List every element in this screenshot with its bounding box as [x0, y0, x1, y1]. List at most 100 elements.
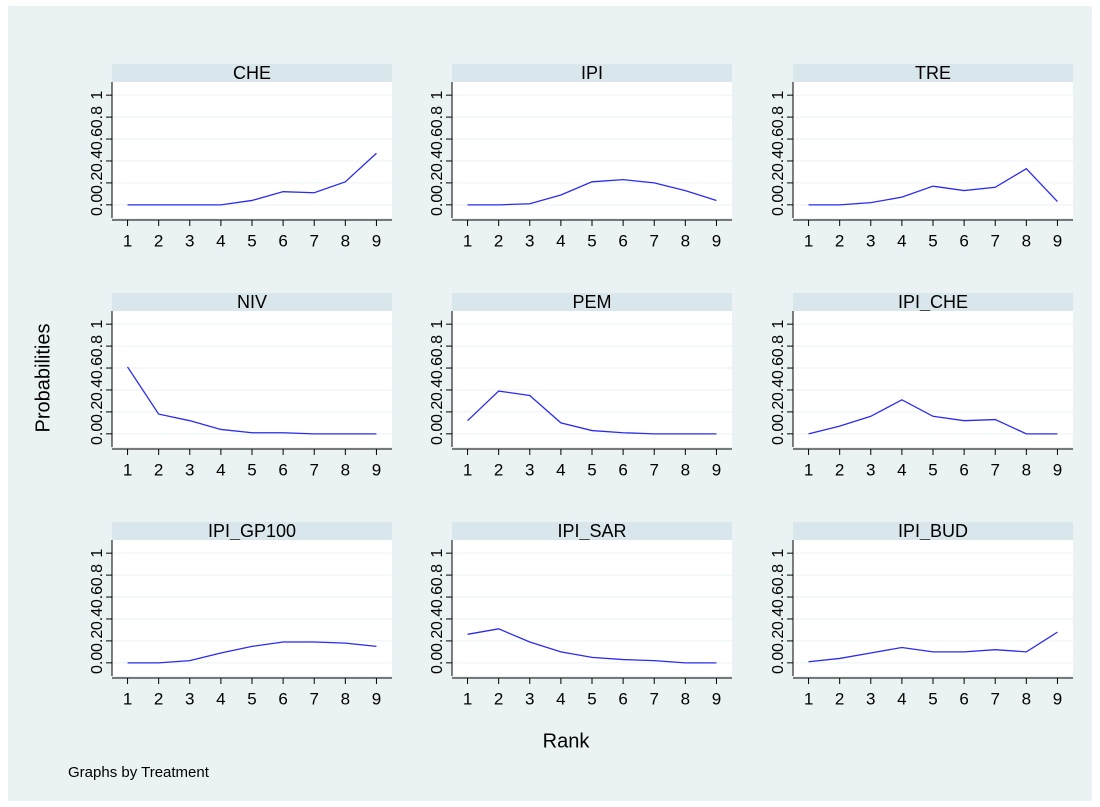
x-tick-label: 3 [866, 689, 875, 708]
y-tick-label: 0.6 [429, 128, 446, 150]
panel-title-strip [793, 522, 1073, 540]
panel-title: PEM [572, 292, 611, 312]
x-tick-label: 1 [463, 231, 472, 250]
x-tick-label: 8 [341, 689, 350, 708]
x-tick-label: 5 [247, 231, 256, 250]
y-tick-label: 0.4 [89, 150, 106, 172]
data-line [127, 641, 377, 664]
x-tick-label: 2 [835, 460, 844, 479]
y-tick-label: 0.0 [429, 652, 446, 674]
x-tick-label: 2 [154, 460, 163, 479]
panel-title: NIV [237, 292, 267, 312]
x-tick-label: 1 [463, 689, 472, 708]
x-tick-label: 9 [712, 231, 721, 250]
y-tick-label: 0.2 [429, 401, 446, 423]
y-tick-label: 0.2 [770, 401, 787, 423]
y-tick-label: 1 [770, 320, 787, 329]
y-tick-label: 0.6 [770, 128, 787, 150]
x-tick-label: 7 [990, 689, 999, 708]
panel-title-strip [452, 293, 732, 311]
plot-area [793, 82, 1073, 218]
x-tick-label: 7 [309, 689, 318, 708]
panel-title-strip [452, 64, 732, 82]
x-tick-label: 3 [185, 231, 194, 250]
x-tick-label: 6 [618, 231, 627, 250]
x-tick-label: 1 [123, 231, 132, 250]
x-tick-label: 9 [1053, 689, 1062, 708]
x-tick-label: 6 [959, 460, 968, 479]
x-tick-label: 3 [525, 460, 534, 479]
data-line [127, 152, 377, 206]
x-tick-label: 7 [309, 231, 318, 250]
panel-title-strip [112, 293, 392, 311]
x-tick-label: 3 [185, 689, 194, 708]
x-tick-label: 7 [990, 231, 999, 250]
y-tick-label: 0.4 [770, 150, 787, 172]
y-tick-label: 0.8 [770, 106, 787, 128]
x-tick-label: 5 [587, 460, 596, 479]
y-tick-label: 0.0 [89, 423, 106, 445]
x-tick-label: 2 [494, 460, 503, 479]
y-tick-label: 0.4 [770, 379, 787, 401]
data-line [467, 178, 717, 206]
x-axis-label: Rank [543, 730, 591, 752]
data-line [467, 390, 717, 435]
plot-area [452, 82, 732, 218]
panel-title: IPI_GP100 [208, 521, 296, 542]
y-tick-label: 0.0 [89, 652, 106, 674]
x-tick-label: 9 [1053, 460, 1062, 479]
x-tick-label: 5 [928, 231, 937, 250]
y-tick-label: 0.4 [89, 608, 106, 630]
panel-title-strip [112, 64, 392, 82]
y-tick-label: 0.8 [89, 564, 106, 586]
y-tick-label: 1 [429, 320, 446, 329]
x-tick-label: 1 [804, 231, 813, 250]
y-tick-label: 0.0 [429, 194, 446, 216]
y-tick-label: 0.4 [770, 608, 787, 630]
plot-area [112, 311, 392, 447]
panel-title-strip [452, 522, 732, 540]
panel-title: IPI [581, 63, 603, 83]
plot-area [452, 311, 732, 447]
y-tick-label: 0.4 [429, 379, 446, 401]
y-tick-label: 0.6 [89, 357, 106, 379]
y-tick-label: 0.6 [429, 586, 446, 608]
x-tick-label: 2 [835, 689, 844, 708]
y-tick-label: 0.2 [770, 630, 787, 652]
x-tick-label: 4 [556, 689, 565, 708]
y-tick-label: 0.6 [429, 357, 446, 379]
panel-title: IPI_SAR [557, 521, 626, 542]
y-tick-label: 0.4 [429, 608, 446, 630]
y-tick-label: 1 [89, 91, 106, 100]
y-tick-label: 0.0 [770, 652, 787, 674]
plot-area [793, 311, 1073, 447]
x-tick-label: 1 [463, 460, 472, 479]
x-tick-label: 6 [618, 689, 627, 708]
x-tick-label: 7 [649, 689, 658, 708]
panel-title: IPI_BUD [898, 521, 968, 542]
y-tick-label: 0.2 [89, 401, 106, 423]
y-tick-label: 1 [429, 549, 446, 558]
x-tick-label: 5 [247, 460, 256, 479]
y-tick-label: 1 [429, 91, 446, 100]
x-tick-label: 7 [990, 460, 999, 479]
x-tick-label: 9 [1053, 231, 1062, 250]
x-tick-label: 5 [928, 460, 937, 479]
x-tick-label: 4 [216, 689, 225, 708]
x-tick-label: 2 [835, 231, 844, 250]
y-tick-label: 0.2 [429, 630, 446, 652]
x-tick-label: 5 [587, 689, 596, 708]
x-tick-label: 6 [278, 689, 287, 708]
y-tick-label: 1 [89, 549, 106, 558]
x-tick-label: 2 [154, 689, 163, 708]
x-tick-label: 8 [1022, 231, 1031, 250]
x-tick-label: 3 [525, 231, 534, 250]
y-tick-label: 0.2 [429, 172, 446, 194]
plot-area [793, 540, 1073, 676]
x-tick-label: 4 [897, 460, 906, 479]
panel-title-strip [793, 293, 1073, 311]
x-tick-label: 2 [154, 231, 163, 250]
y-tick-label: 0.8 [770, 335, 787, 357]
x-tick-label: 3 [525, 689, 534, 708]
